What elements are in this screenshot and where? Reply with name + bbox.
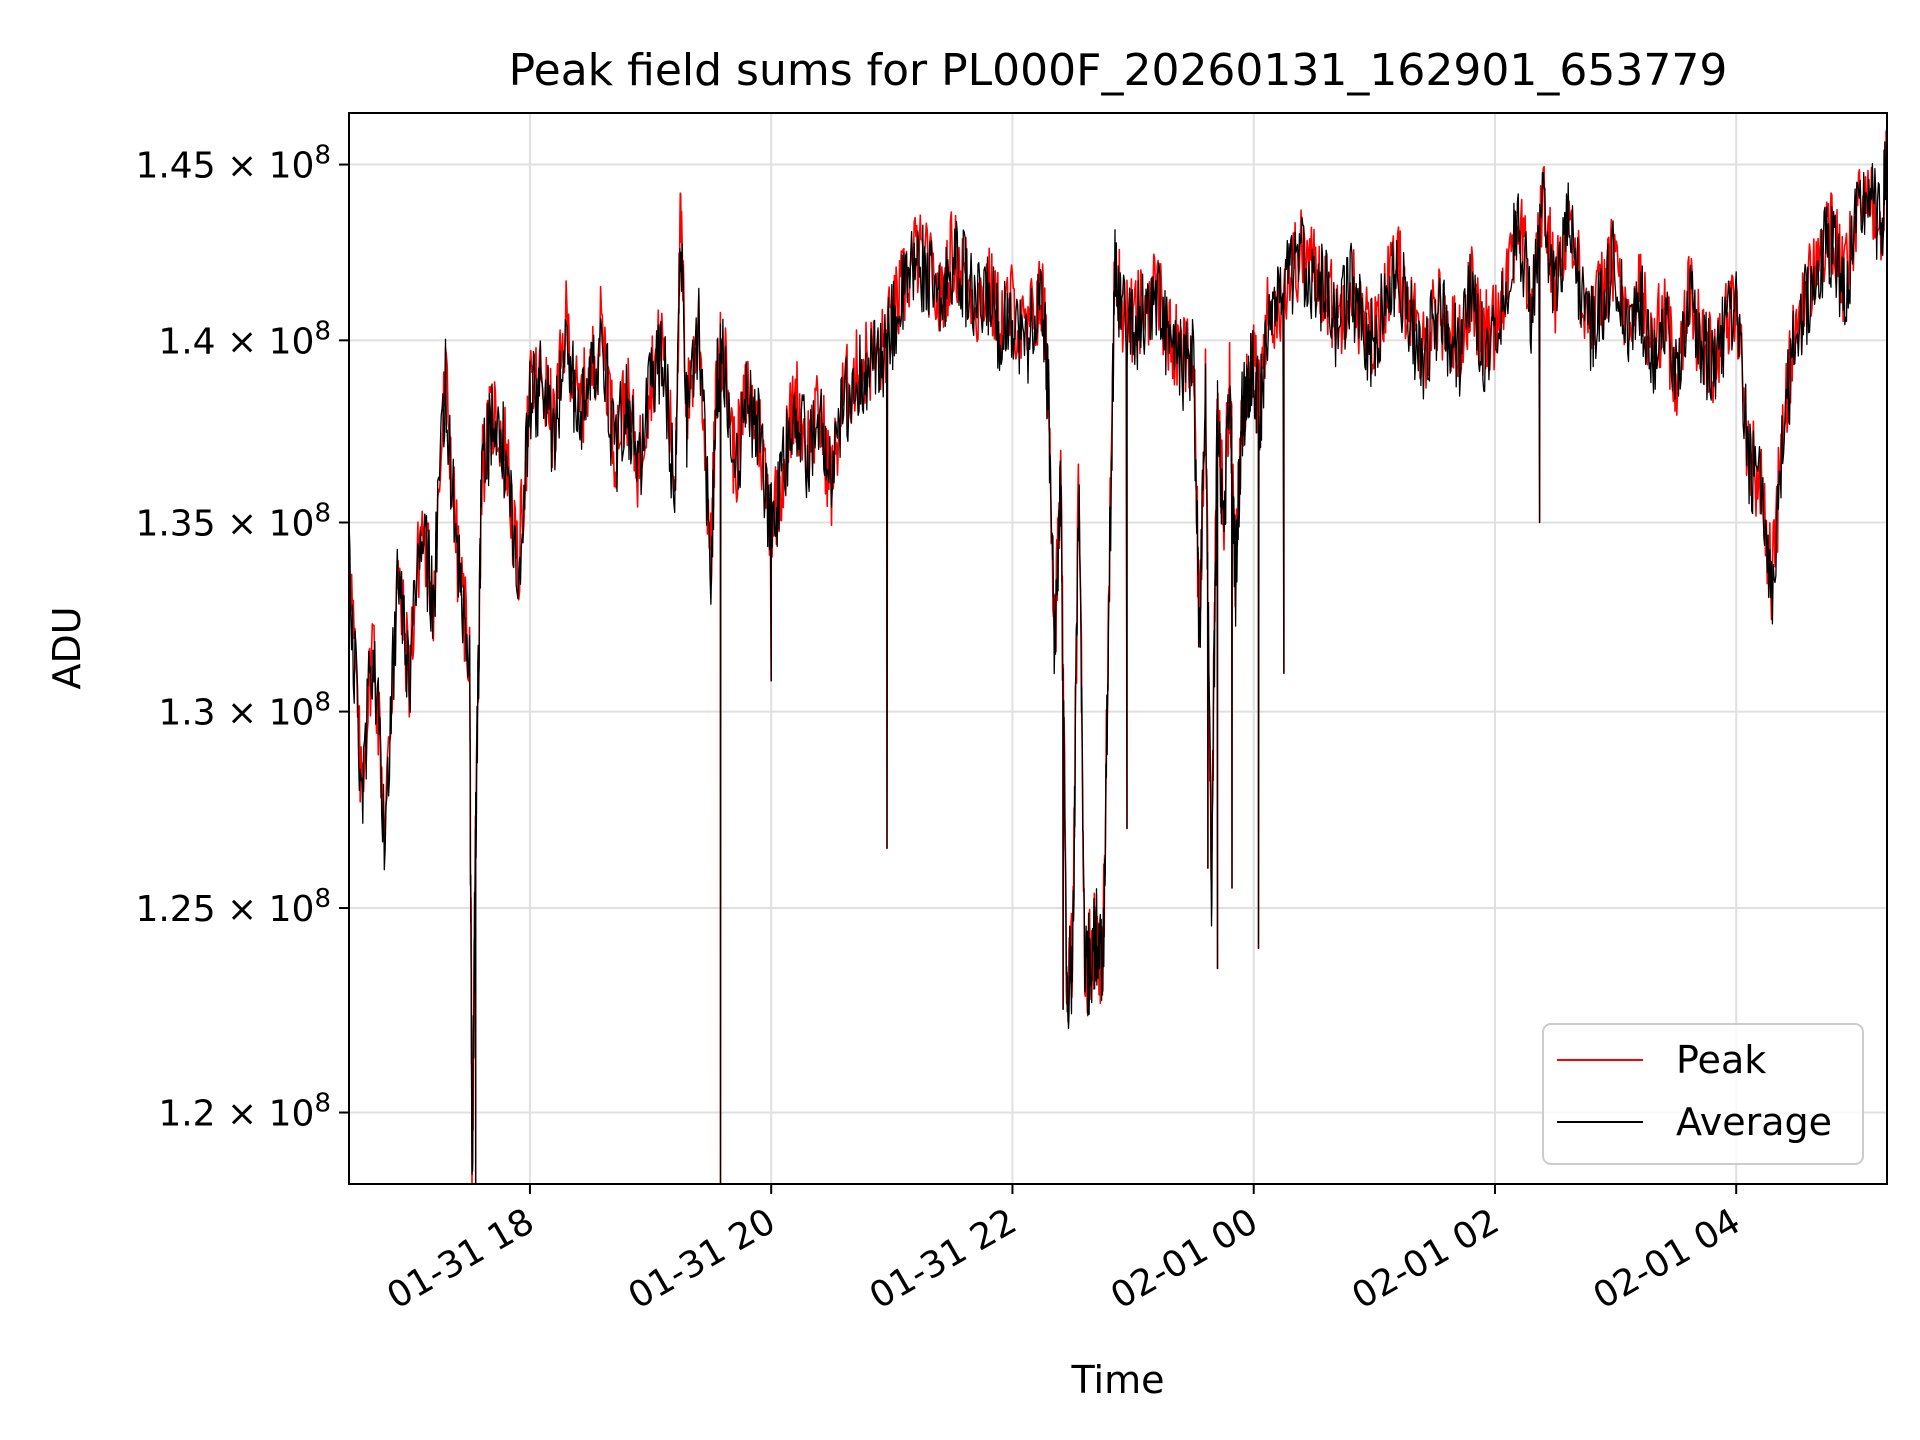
series-layer [349,130,1887,1184]
legend-average-label: Average [1676,1100,1832,1144]
y-tick-times: × 10 [216,1094,315,1135]
y-tick-times: × 10 [216,693,315,734]
y-tick-label: 1.35 × 108 [135,499,331,545]
legend-peak-label: Peak [1676,1038,1766,1082]
y-tick-mantissa: 1.35 [135,504,215,545]
y-tick-times: × 10 [216,321,315,362]
y-tick-mantissa: 1.25 [135,889,215,930]
y-tick-exponent: 8 [314,499,331,529]
y-tick-exponent: 8 [314,1089,331,1119]
chart-title: Peak field sums for PL000F_20260131_1629… [509,45,1728,96]
y-tick-label: 1.25 × 108 [135,884,331,930]
plot-area [349,130,1887,1184]
y-tick-label: 1.45 × 108 [135,141,331,187]
plot-frame [348,112,1888,1185]
y-tick-mantissa: 1.3 [158,693,215,734]
y-tick-exponent: 8 [314,316,331,346]
y-tick-exponent: 8 [314,141,331,171]
y-tick-mantissa: 1.4 [158,321,215,362]
y-tick-exponent: 8 [314,688,331,718]
y-tick-label: 1.2 × 108 [158,1089,331,1135]
y-axis-label: ADU [45,606,89,689]
y-tick-exponent: 8 [314,884,331,914]
series-line-average [349,141,1887,1184]
y-tick-times: × 10 [216,146,315,187]
legend: Peak Average [1542,1023,1864,1165]
y-tick-mantissa: 1.45 [135,146,215,187]
y-tick-label: 1.3 × 108 [158,688,331,734]
y-tick-mantissa: 1.2 [158,1094,215,1135]
y-tick-times: × 10 [216,504,315,545]
x-axis-label: Time [1071,1358,1165,1402]
y-tick-times: × 10 [216,889,315,930]
y-tick-label: 1.4 × 108 [158,316,331,362]
